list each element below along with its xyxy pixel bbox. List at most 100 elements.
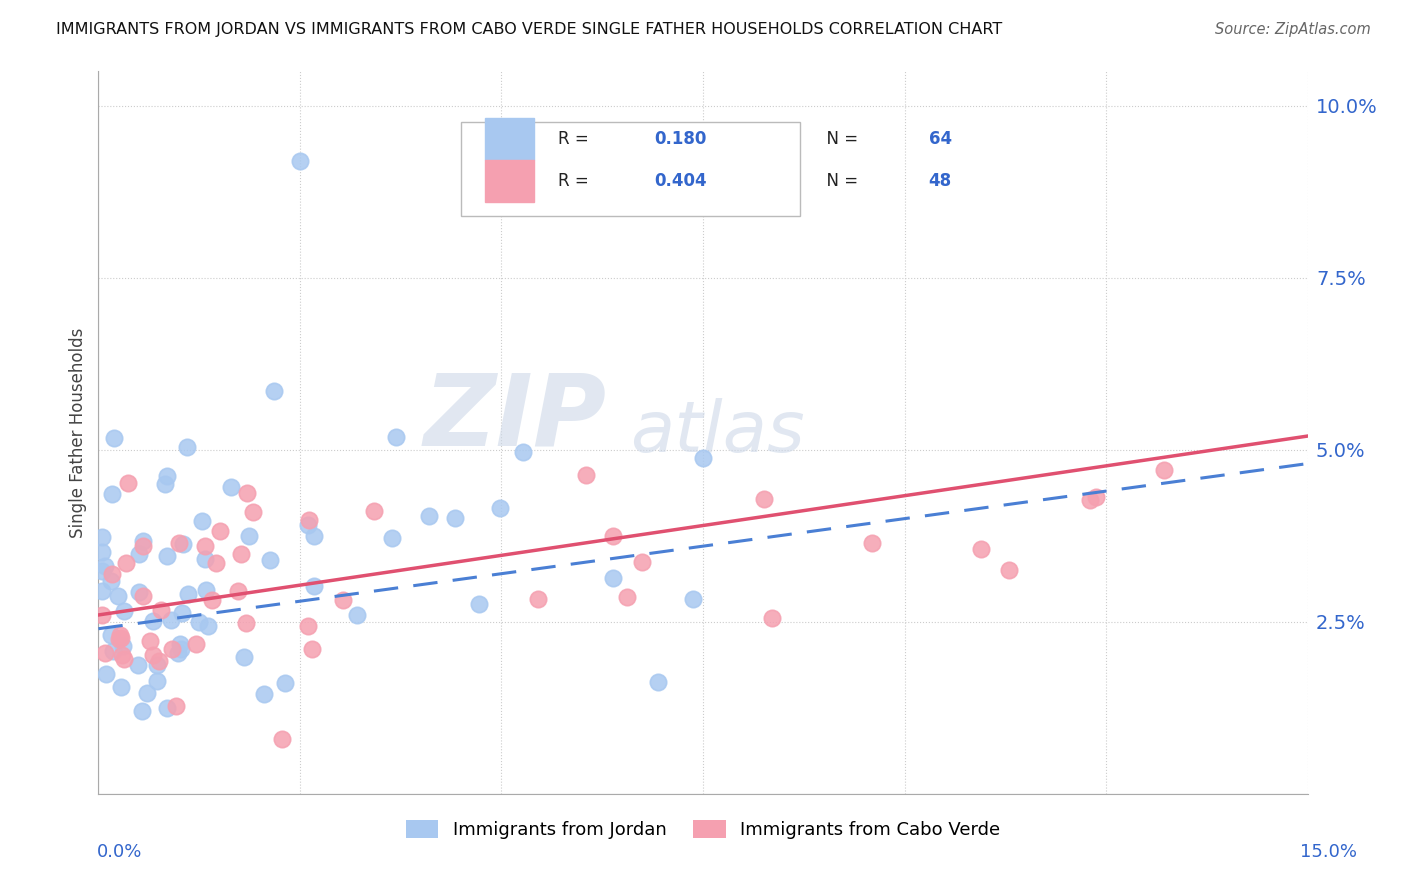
Point: [200, 593, 222, 607]
Point: [1153, 463, 1175, 477]
Point: [238, 529, 260, 543]
Point: [184, 636, 207, 650]
Point: [970, 541, 993, 556]
Text: IMMIGRANTS FROM JORDAN VS IMMIGRANTS FROM CABO VERDE SINGLE FATHER HOUSEHOLDS CO: IMMIGRANTS FROM JORDAN VS IMMIGRANTS FRO…: [56, 22, 1002, 37]
Point: [332, 592, 354, 607]
Point: [363, 504, 385, 518]
Point: [194, 552, 217, 566]
Point: [91, 545, 114, 559]
Point: [176, 587, 198, 601]
Point: [752, 492, 775, 507]
Point: [135, 686, 157, 700]
Point: [110, 648, 132, 662]
Point: [468, 598, 491, 612]
Point: [229, 547, 252, 561]
Point: [94, 559, 117, 574]
Point: [167, 646, 190, 660]
Text: N =: N =: [815, 130, 863, 148]
Point: [172, 537, 194, 551]
Point: [132, 539, 155, 553]
Point: [298, 513, 321, 527]
Point: [100, 574, 122, 588]
Point: [297, 517, 319, 532]
Point: [346, 608, 368, 623]
Point: [682, 592, 704, 607]
Point: [91, 584, 114, 599]
Point: [602, 529, 624, 543]
Text: 15.0%: 15.0%: [1301, 843, 1357, 861]
Text: R =: R =: [558, 172, 593, 190]
Point: [131, 705, 153, 719]
Point: [108, 628, 131, 642]
Y-axis label: Single Father Households: Single Father Households: [69, 327, 87, 538]
Point: [602, 571, 624, 585]
Point: [194, 583, 217, 598]
Text: 0.180: 0.180: [655, 130, 707, 148]
Point: [142, 648, 165, 662]
Point: [128, 584, 150, 599]
Point: [761, 611, 783, 625]
Text: 0.0%: 0.0%: [97, 843, 142, 861]
Point: [111, 639, 134, 653]
Point: [100, 628, 122, 642]
Point: [194, 539, 217, 553]
Point: [860, 536, 883, 550]
Point: [242, 506, 264, 520]
FancyBboxPatch shape: [485, 119, 534, 160]
Point: [117, 476, 139, 491]
Point: [647, 675, 669, 690]
FancyBboxPatch shape: [461, 122, 800, 216]
Text: Source: ZipAtlas.com: Source: ZipAtlas.com: [1215, 22, 1371, 37]
Point: [998, 563, 1021, 577]
Point: [112, 652, 135, 666]
Point: [488, 500, 510, 515]
Point: [112, 604, 135, 618]
Point: [156, 549, 179, 564]
Point: [526, 592, 548, 607]
Point: [139, 633, 162, 648]
Point: [100, 566, 122, 581]
Point: [146, 673, 169, 688]
Point: [94, 646, 117, 660]
Point: [288, 153, 311, 168]
Point: [259, 552, 281, 566]
Point: [153, 477, 176, 491]
Point: [253, 687, 276, 701]
Point: [110, 631, 132, 645]
Point: [274, 676, 297, 690]
Point: [127, 658, 149, 673]
Point: [141, 614, 163, 628]
Point: [132, 534, 155, 549]
Point: [146, 658, 169, 673]
Point: [169, 637, 191, 651]
Point: [103, 431, 125, 445]
Point: [91, 530, 114, 544]
Point: [170, 642, 193, 657]
Text: ZIP: ZIP: [423, 369, 606, 467]
Text: R =: R =: [558, 130, 599, 148]
Point: [209, 524, 232, 539]
Point: [169, 535, 191, 549]
Point: [575, 467, 598, 482]
Point: [1078, 492, 1101, 507]
Point: [444, 511, 467, 525]
Point: [156, 701, 179, 715]
Point: [191, 514, 214, 528]
Point: [232, 649, 254, 664]
Point: [235, 615, 257, 630]
Legend: Immigrants from Jordan, Immigrants from Cabo Verde: Immigrants from Jordan, Immigrants from …: [398, 813, 1008, 847]
Point: [302, 579, 325, 593]
Point: [172, 607, 194, 621]
Point: [91, 564, 114, 578]
Point: [219, 480, 242, 494]
Point: [160, 642, 183, 657]
Point: [302, 529, 325, 543]
Point: [301, 641, 323, 656]
Point: [512, 445, 534, 459]
Point: [381, 531, 404, 545]
Point: [91, 608, 114, 623]
Text: atlas: atlas: [630, 398, 806, 467]
Point: [384, 430, 406, 444]
Point: [107, 632, 129, 646]
Point: [165, 699, 187, 714]
